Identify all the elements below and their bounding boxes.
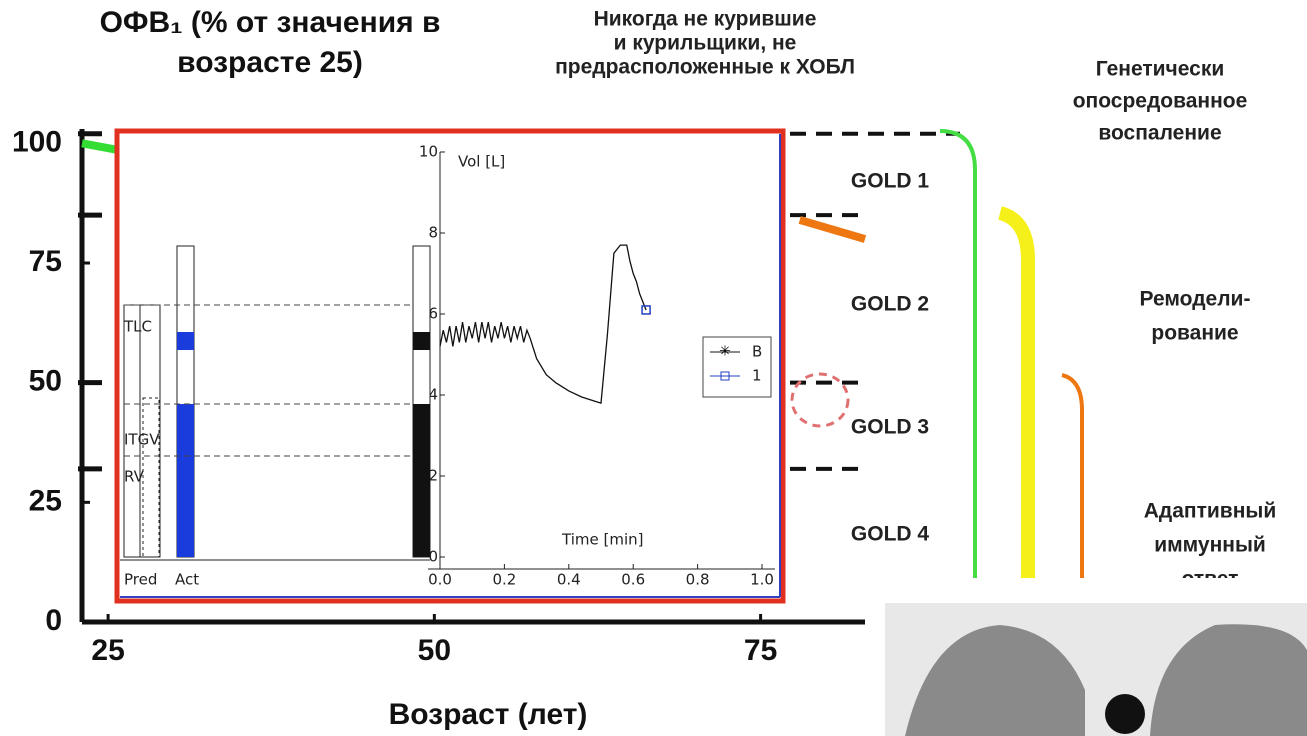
panel-label: RV — [124, 468, 145, 486]
panel-bar — [413, 332, 430, 350]
panel-label: Act — [175, 571, 199, 589]
annotation: Ремодели- — [1140, 288, 1251, 311]
y-tick-label: 10 — [419, 143, 438, 161]
annotation: и курильщики, не — [614, 32, 797, 55]
y-axis-label: Vol [L] — [458, 153, 505, 171]
annotation: предрасположенные к ХОБЛ — [555, 56, 855, 79]
annotation: иммунный — [1154, 534, 1266, 557]
x-tick-label: 0.2 — [492, 571, 516, 589]
x-tick-label: 0.4 — [557, 571, 581, 589]
slide: ОФВ₁ (% от значения в возрасте 25) 0 25 50 75… — [0, 0, 1307, 736]
panel-label: TLC — [123, 318, 152, 336]
x-tick-label: 1.0 — [750, 571, 774, 589]
x-tick-label: 0.0 — [428, 571, 452, 589]
series-line — [800, 220, 865, 239]
legend-label: B — [752, 343, 762, 361]
chart-title: ОФВ₁ (% от значения в — [100, 6, 441, 39]
annotation: Генетически — [1096, 58, 1225, 81]
panel-bar — [177, 404, 194, 557]
annotation: воспаление — [1098, 122, 1221, 145]
x-axis-label: Возраст (лет) — [389, 698, 588, 731]
annotation: GOLD 2 — [851, 293, 929, 316]
bracket — [1062, 375, 1082, 580]
x-tick-label: 0.8 — [686, 571, 710, 589]
bracket — [940, 131, 975, 580]
x-tick-label: 0.6 — [621, 571, 645, 589]
bracket — [1000, 213, 1028, 580]
y-tick-label: 0 — [45, 604, 62, 637]
annotation: Никогда не курившие — [594, 8, 817, 31]
x-tick-label: 75 — [744, 634, 777, 667]
annotation: GOLD 1 — [851, 170, 929, 193]
panel-label: Pred — [124, 571, 157, 589]
panel-bar — [177, 332, 194, 350]
ct-vessel — [1105, 694, 1145, 734]
panel-label: ITGV — [124, 431, 160, 449]
x-tick-label: 50 — [418, 634, 451, 667]
y-tick-label: 100 — [12, 125, 62, 158]
annotation: GOLD 3 — [851, 416, 929, 439]
y-tick-label: 50 — [29, 365, 62, 398]
panel-bar — [413, 404, 430, 557]
legend-symbol: ✳ — [719, 343, 731, 359]
annotation: Адаптивный — [1144, 500, 1277, 523]
legend-label: 1 — [752, 367, 762, 385]
y-tick-label: 8 — [428, 224, 438, 242]
window — [117, 131, 783, 601]
y-tick-label: 25 — [29, 484, 62, 517]
chart-title: возрасте 25) — [177, 46, 363, 79]
y-tick-label: 75 — [29, 245, 62, 278]
x-axis-label: Time [min] — [561, 531, 643, 549]
annotation: опосредованное — [1073, 90, 1248, 113]
annotation: GOLD 4 — [851, 523, 929, 546]
annotation: рование — [1151, 322, 1238, 345]
x-tick-label: 25 — [91, 634, 124, 667]
